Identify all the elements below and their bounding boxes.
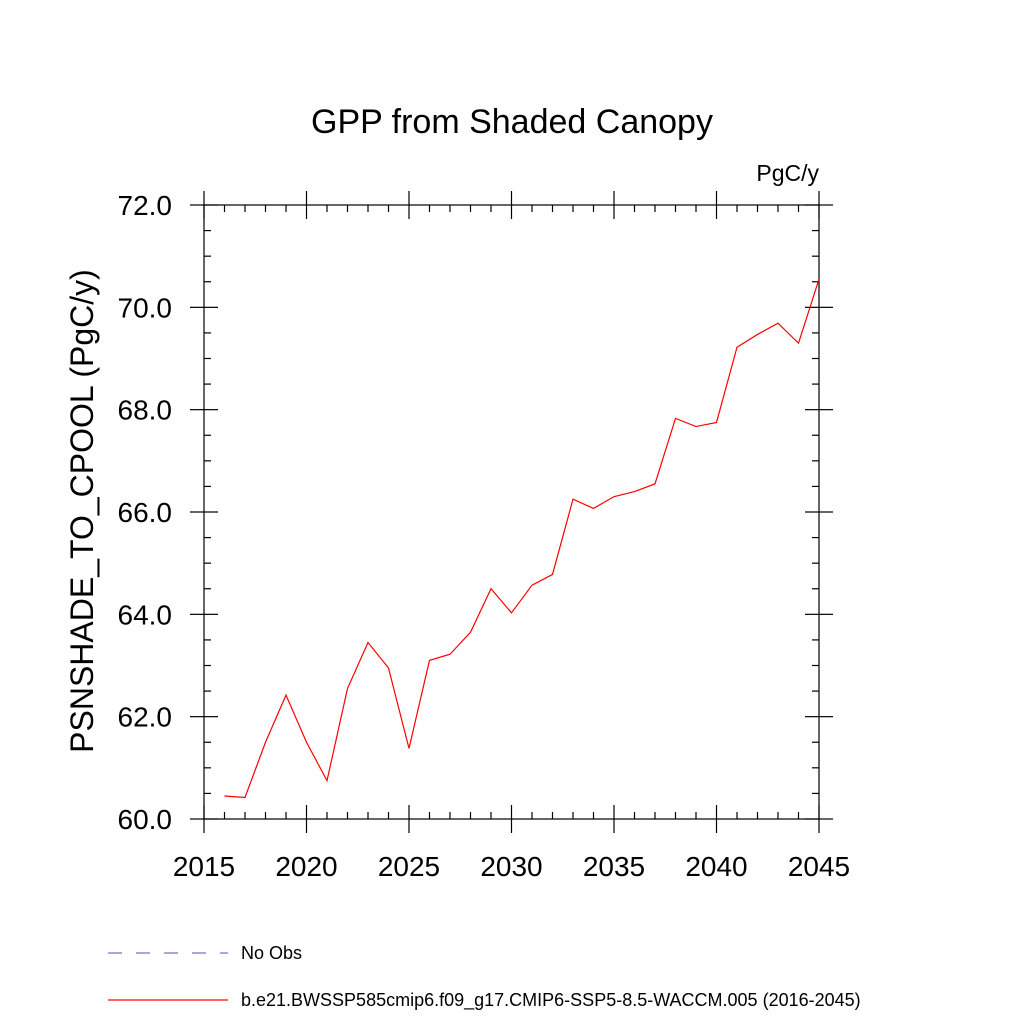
data-point bbox=[326, 780, 327, 781]
units-label: PgC/y bbox=[756, 160, 819, 186]
x-tick-label: 2030 bbox=[480, 851, 542, 882]
series-line bbox=[224, 279, 820, 799]
y-axis-label: PSNSHADE_TO_CPOOL (PgC/y) bbox=[64, 269, 100, 753]
data-point bbox=[511, 612, 512, 613]
y-tick-label: 62.0 bbox=[118, 702, 173, 733]
data-point bbox=[224, 795, 225, 796]
data-point bbox=[347, 688, 348, 689]
data-point bbox=[818, 279, 819, 280]
series-group bbox=[224, 279, 820, 799]
y-tick-label: 68.0 bbox=[118, 395, 173, 426]
data-point bbox=[798, 343, 799, 344]
data-point bbox=[449, 654, 450, 655]
data-point bbox=[736, 347, 737, 348]
data-point bbox=[716, 422, 717, 423]
data-point bbox=[244, 797, 245, 798]
data-point bbox=[613, 496, 614, 497]
data-point bbox=[531, 585, 532, 586]
y-tick-label: 66.0 bbox=[118, 497, 173, 528]
data-point bbox=[388, 667, 389, 668]
plot-frame bbox=[203, 204, 820, 820]
x-tick-label: 2040 bbox=[685, 851, 747, 882]
data-point bbox=[367, 642, 368, 643]
data-point bbox=[490, 588, 491, 589]
y-tick-label: 70.0 bbox=[118, 292, 173, 323]
data-point bbox=[572, 499, 573, 500]
y-tick-label: 64.0 bbox=[118, 599, 173, 630]
data-point bbox=[552, 574, 553, 575]
data-point bbox=[470, 632, 471, 633]
x-tick-label: 2020 bbox=[275, 851, 337, 882]
data-point bbox=[285, 695, 286, 696]
chart-title: GPP from Shaded Canopy bbox=[311, 103, 713, 141]
data-point bbox=[429, 660, 430, 661]
data-point bbox=[654, 483, 655, 484]
data-point bbox=[634, 491, 635, 492]
x-tick-label: 2035 bbox=[583, 851, 645, 882]
data-point bbox=[593, 508, 594, 509]
x-tick-label: 2045 bbox=[788, 851, 850, 882]
y-tick-labels: 60.0 62.0 64.0 66.0 68.0 70.0 72.0 bbox=[118, 190, 173, 835]
legend: No Obs b.e21.BWSSP585cmip6.f09_g17.CMIP6… bbox=[108, 943, 861, 1011]
axis-ticks bbox=[190, 191, 833, 833]
legend-label-series: b.e21.BWSSP585cmip6.f09_g17.CMIP6-SSP5-8… bbox=[241, 990, 861, 1011]
data-point bbox=[695, 426, 696, 427]
data-point bbox=[777, 323, 778, 324]
x-tick-label: 2025 bbox=[378, 851, 440, 882]
x-tick-label: 2015 bbox=[173, 851, 235, 882]
x-tick-labels: 2015 2020 2025 2030 2035 2040 2045 bbox=[173, 851, 850, 882]
legend-label-no-obs: No Obs bbox=[241, 943, 302, 963]
y-tick-label: 60.0 bbox=[118, 804, 173, 835]
data-point bbox=[675, 418, 676, 419]
data-point bbox=[408, 748, 409, 749]
data-point bbox=[265, 742, 266, 743]
y-tick-label: 72.0 bbox=[118, 190, 173, 221]
data-point bbox=[757, 334, 758, 335]
data-point bbox=[306, 742, 307, 743]
plot-axes bbox=[203, 204, 820, 820]
